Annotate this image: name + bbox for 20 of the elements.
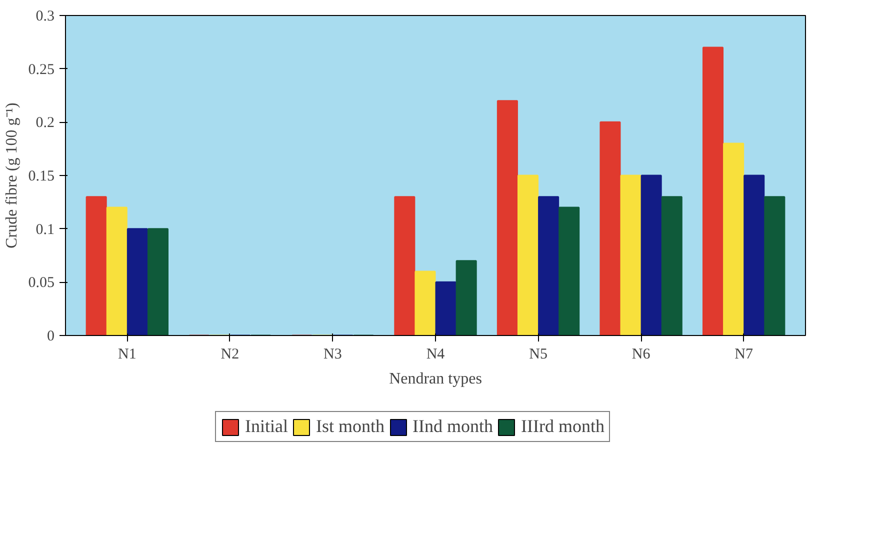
- y-tick-label: 0.25: [28, 62, 54, 78]
- x-tick-label: N7: [734, 346, 754, 362]
- y-tick-label: 0.2: [36, 115, 54, 132]
- x-tick-label: N6: [632, 346, 651, 362]
- legend-label: IInd month: [412, 416, 494, 437]
- x-axis-title: Nendran types: [389, 370, 482, 388]
- x-tick-label: N5: [529, 346, 548, 362]
- y-tick-label: 0.15: [28, 168, 54, 184]
- y-tick-label: 0.3: [36, 8, 54, 24]
- legend-label: Ist month: [316, 416, 385, 437]
- y-tick-label: 0: [47, 328, 54, 344]
- x-tick-label: N3: [324, 346, 342, 362]
- legend-label: Initial: [245, 416, 288, 437]
- x-tick-label: N2: [220, 346, 240, 362]
- y-tick-label: 0.1: [36, 222, 54, 238]
- y-tick-label: 0.05: [28, 275, 54, 292]
- legend-label: IIIrd month: [521, 416, 604, 437]
- y-axis-title: Crude fibre (g 100 g⁻¹): [3, 102, 20, 248]
- x-tick-label: N4: [426, 346, 446, 362]
- x-tick-label: N1: [118, 346, 136, 362]
